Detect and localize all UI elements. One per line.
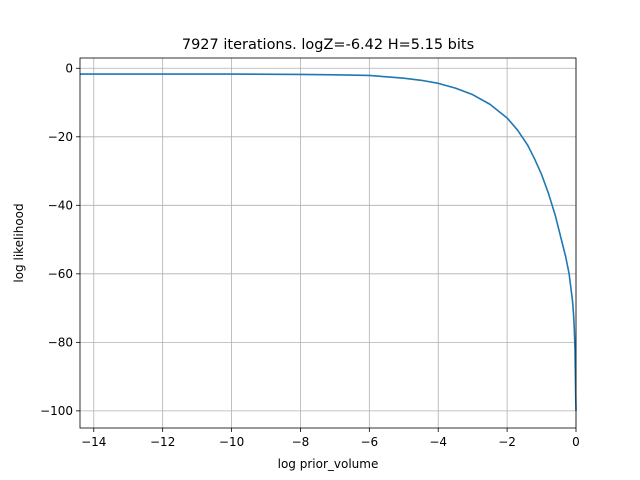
- series-layer: [80, 73, 577, 411]
- y-tick-label: −60: [48, 267, 73, 281]
- x-tick-label: −8: [292, 435, 310, 449]
- y-tick-label: −40: [48, 198, 73, 212]
- x-tick-label: −4: [429, 435, 447, 449]
- ticks: −14 −12 −10 −8 −6 −4 −2 00−20−40−60−80−100: [40, 61, 580, 449]
- x-axis-label: log prior_volume: [278, 457, 379, 471]
- x-tick-label: −6: [360, 435, 378, 449]
- y-tick-label: −80: [48, 335, 73, 349]
- y-tick-label: −20: [48, 130, 73, 144]
- grid-lines: [80, 58, 577, 428]
- x-tick-label: 0: [572, 435, 580, 449]
- plot-frame: [79, 57, 577, 429]
- series-line: [80, 73, 577, 411]
- y-tick-label: −100: [40, 404, 73, 418]
- x-tick-label: −14: [81, 435, 106, 449]
- y-tick-label: 0: [65, 61, 73, 75]
- chart-title: 7927 iterations. logZ=-6.42 H=5.15 bits: [182, 37, 474, 53]
- x-tick-label: −10: [219, 435, 244, 449]
- y-axis-label: log likelihood: [12, 203, 26, 282]
- x-tick-label: −12: [150, 435, 175, 449]
- x-tick-label: −2: [498, 435, 516, 449]
